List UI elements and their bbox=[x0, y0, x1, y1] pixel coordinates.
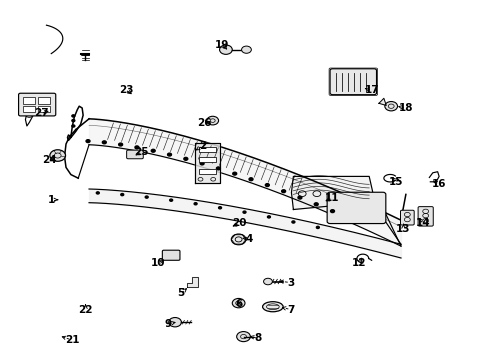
FancyBboxPatch shape bbox=[126, 150, 143, 159]
Text: 9: 9 bbox=[164, 319, 171, 329]
Text: 26: 26 bbox=[197, 118, 211, 128]
Circle shape bbox=[169, 199, 172, 201]
Text: 23: 23 bbox=[119, 85, 133, 95]
FancyBboxPatch shape bbox=[326, 192, 385, 224]
Text: 12: 12 bbox=[351, 258, 366, 268]
Circle shape bbox=[330, 210, 334, 212]
Circle shape bbox=[72, 120, 75, 122]
Circle shape bbox=[231, 234, 245, 245]
Circle shape bbox=[232, 172, 236, 175]
Circle shape bbox=[168, 318, 181, 327]
Circle shape bbox=[145, 196, 148, 198]
Text: 1: 1 bbox=[48, 195, 55, 205]
Text: 10: 10 bbox=[150, 258, 165, 268]
Text: 16: 16 bbox=[431, 179, 446, 189]
Circle shape bbox=[194, 203, 197, 205]
Text: 14: 14 bbox=[415, 218, 429, 228]
Bar bbox=[198, 157, 215, 162]
Text: 5: 5 bbox=[177, 288, 184, 298]
Circle shape bbox=[248, 178, 252, 181]
Circle shape bbox=[219, 45, 232, 54]
Circle shape bbox=[384, 102, 397, 111]
FancyBboxPatch shape bbox=[162, 250, 180, 260]
Circle shape bbox=[200, 162, 203, 165]
Text: 17: 17 bbox=[364, 85, 378, 95]
Polygon shape bbox=[186, 277, 197, 287]
FancyBboxPatch shape bbox=[417, 207, 432, 226]
Circle shape bbox=[72, 125, 75, 127]
Circle shape bbox=[119, 143, 122, 146]
Text: 19: 19 bbox=[215, 40, 229, 50]
Circle shape bbox=[216, 167, 220, 170]
FancyBboxPatch shape bbox=[19, 93, 56, 116]
FancyBboxPatch shape bbox=[329, 69, 376, 95]
Circle shape bbox=[167, 153, 171, 156]
Bar bbox=[198, 147, 215, 152]
Text: 8: 8 bbox=[254, 333, 261, 343]
FancyBboxPatch shape bbox=[400, 210, 413, 225]
Text: 15: 15 bbox=[388, 177, 403, 187]
Circle shape bbox=[267, 216, 270, 218]
Circle shape bbox=[86, 140, 90, 143]
Circle shape bbox=[314, 203, 318, 206]
Circle shape bbox=[297, 196, 301, 199]
Text: 20: 20 bbox=[232, 218, 246, 228]
Circle shape bbox=[121, 194, 123, 196]
Ellipse shape bbox=[262, 302, 283, 312]
Polygon shape bbox=[378, 98, 386, 105]
Text: 11: 11 bbox=[325, 193, 339, 203]
Circle shape bbox=[183, 157, 187, 160]
Bar bbox=[23, 97, 35, 104]
Bar bbox=[23, 106, 35, 112]
Bar bbox=[198, 169, 215, 174]
Circle shape bbox=[291, 221, 294, 223]
Text: 24: 24 bbox=[42, 155, 57, 165]
Circle shape bbox=[96, 192, 99, 194]
Text: 7: 7 bbox=[286, 305, 294, 315]
Circle shape bbox=[316, 226, 319, 229]
Text: 13: 13 bbox=[395, 224, 410, 234]
Circle shape bbox=[72, 115, 75, 117]
Circle shape bbox=[241, 46, 251, 53]
Circle shape bbox=[102, 141, 106, 144]
Circle shape bbox=[263, 278, 272, 285]
Polygon shape bbox=[291, 176, 372, 210]
Circle shape bbox=[265, 184, 269, 186]
Text: 22: 22 bbox=[78, 305, 93, 315]
Circle shape bbox=[151, 149, 155, 152]
Circle shape bbox=[281, 190, 285, 193]
Circle shape bbox=[236, 332, 250, 342]
Text: 3: 3 bbox=[287, 278, 294, 288]
Text: 27: 27 bbox=[34, 108, 49, 118]
Circle shape bbox=[218, 207, 221, 209]
Text: 4: 4 bbox=[245, 234, 253, 244]
Circle shape bbox=[50, 150, 65, 161]
Circle shape bbox=[232, 298, 244, 308]
Circle shape bbox=[135, 146, 139, 149]
Polygon shape bbox=[194, 143, 220, 183]
Bar bbox=[38, 106, 50, 112]
Text: 25: 25 bbox=[134, 147, 149, 157]
Text: 6: 6 bbox=[235, 299, 242, 309]
Circle shape bbox=[243, 211, 245, 213]
Bar bbox=[38, 97, 50, 104]
Text: 18: 18 bbox=[398, 103, 412, 113]
Circle shape bbox=[206, 116, 218, 125]
Text: 21: 21 bbox=[65, 335, 80, 345]
Text: 2: 2 bbox=[199, 141, 206, 151]
